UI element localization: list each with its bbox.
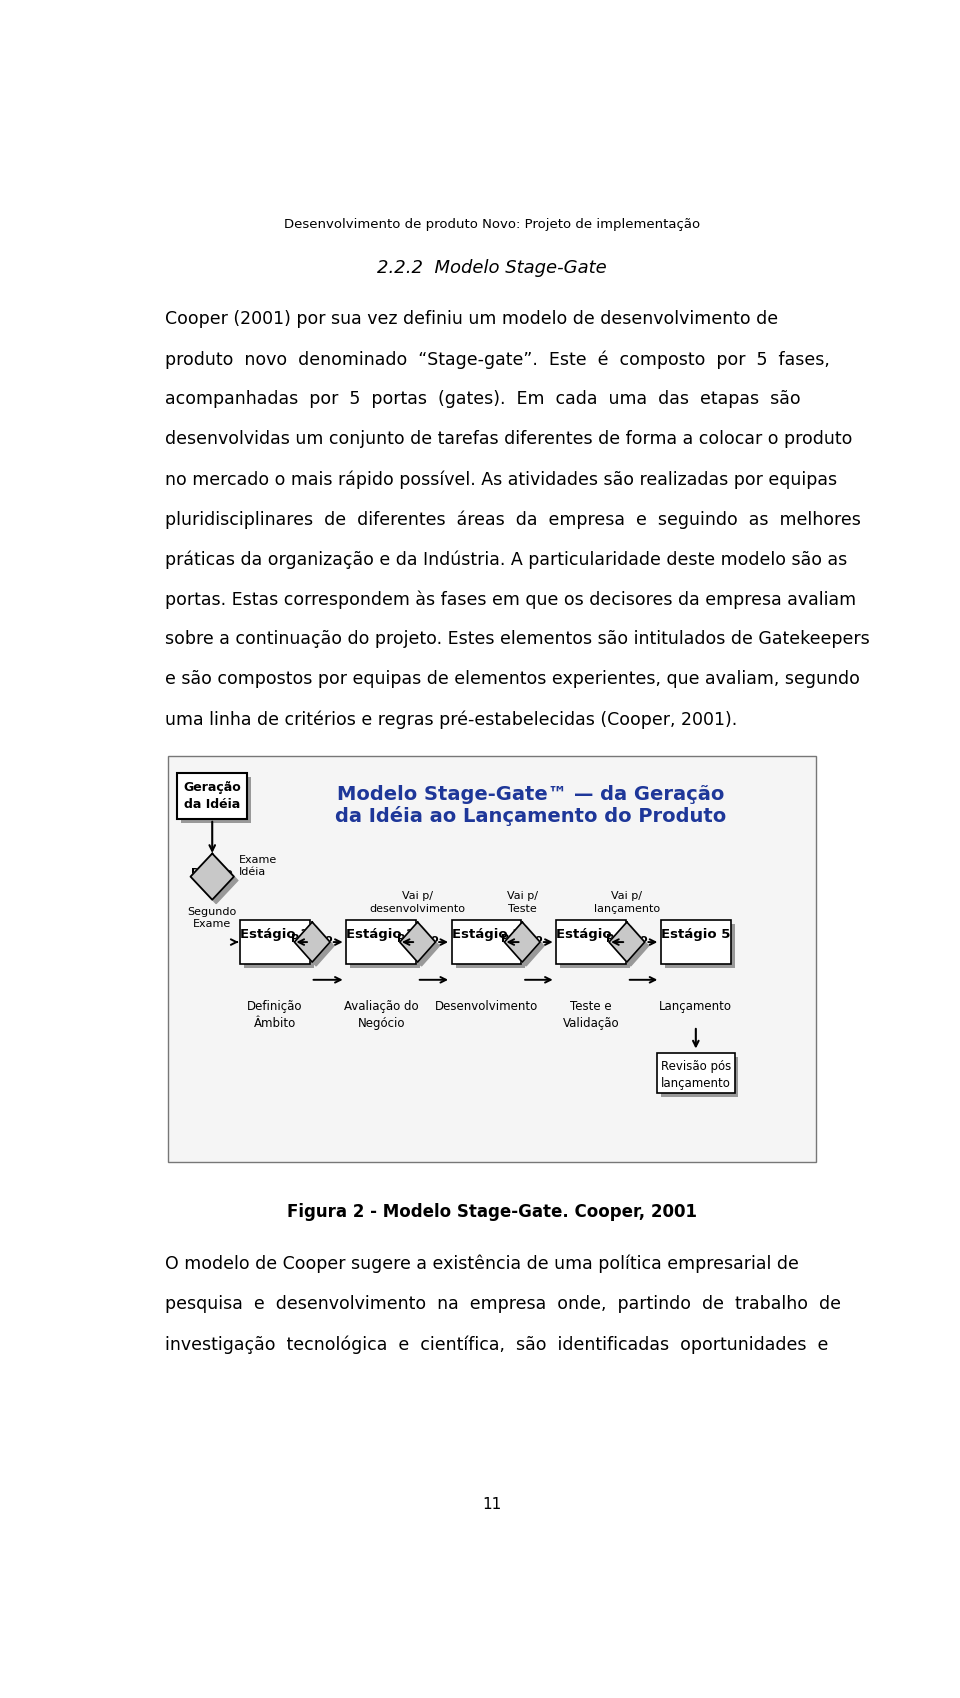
Text: uma linha de critérios e regras pré-estabelecidas (Cooper, 2001).: uma linha de critérios e regras pré-esta… <box>165 710 737 728</box>
Text: sobre a continuação do projeto. Estes elementos são intitulados de Gatekeepers: sobre a continuação do projeto. Estes el… <box>165 630 870 649</box>
Polygon shape <box>295 922 330 963</box>
Text: Lançamento: Lançamento <box>660 1000 732 1012</box>
Bar <box>244 924 314 968</box>
Text: Vai p/
Teste: Vai p/ Teste <box>507 891 538 914</box>
Bar <box>456 924 525 968</box>
Text: 11: 11 <box>482 1496 502 1511</box>
Text: Estágio 3: Estágio 3 <box>452 927 521 941</box>
Text: no mercado o mais rápido possível. As atividades são realizadas por equipas: no mercado o mais rápido possível. As at… <box>165 470 837 489</box>
Bar <box>350 924 420 968</box>
Text: Desenvolvimento de produto Novo: Projeto de implementação: Desenvolvimento de produto Novo: Projeto… <box>284 217 700 231</box>
Text: acompanhadas  por  5  portas  (gates).  Em  cada  uma  das  etapas  são: acompanhadas por 5 portas (gates). Em ca… <box>165 391 801 408</box>
Text: produto  novo  denominado  “Stage-gate”.  Este  é  composto  por  5  fases,: produto novo denominado “Stage-gate”. Es… <box>165 350 829 368</box>
Bar <box>178 773 247 820</box>
Bar <box>168 756 816 1161</box>
Text: Segundo
Exame: Segundo Exame <box>187 907 237 929</box>
Bar <box>665 924 734 968</box>
Text: pluridisciplinares  de  diferentes  áreas  da  empresa  e  seguindo  as  melhore: pluridisciplinares de diferentes áreas d… <box>165 509 861 528</box>
Text: Revisão pós
lançamento: Revisão pós lançamento <box>660 1060 731 1090</box>
Bar <box>240 920 310 964</box>
Bar <box>347 920 416 964</box>
Text: Portão
2: Portão 2 <box>292 934 333 956</box>
Text: Vai p/
desenvolvimento: Vai p/ desenvolvimento <box>370 891 466 914</box>
Text: O modelo de Cooper sugere a existência de uma política empresarial de: O modelo de Cooper sugere a existência d… <box>165 1255 799 1274</box>
Bar <box>660 1058 738 1097</box>
Text: Estágio 5: Estágio 5 <box>661 927 731 941</box>
Polygon shape <box>612 927 649 966</box>
Polygon shape <box>190 854 234 900</box>
Polygon shape <box>609 922 645 963</box>
Text: Avaliação do
Negócio: Avaliação do Negócio <box>344 1000 419 1029</box>
Polygon shape <box>194 857 238 903</box>
Bar <box>557 920 626 964</box>
Bar <box>181 778 251 824</box>
Text: Vai p/
lançamento: Vai p/ lançamento <box>594 891 660 914</box>
Text: 2.2.2  Modelo Stage-Gate: 2.2.2 Modelo Stage-Gate <box>377 260 607 277</box>
Text: pesquisa  e  desenvolvimento  na  empresa  onde,  partindo  de  trabalho  de: pesquisa e desenvolvimento na empresa on… <box>165 1294 841 1313</box>
Polygon shape <box>504 922 540 963</box>
Polygon shape <box>399 922 436 963</box>
Text: Exame
Idéia: Exame Idéia <box>239 854 276 876</box>
Text: práticas da organização e da Indústria. A particularidade deste modelo são as: práticas da organização e da Indústria. … <box>165 550 848 569</box>
Bar <box>657 1053 734 1094</box>
Polygon shape <box>403 927 440 966</box>
Text: Teste e
Validação: Teste e Validação <box>563 1000 619 1029</box>
Text: Portão
1: Portão 1 <box>191 868 233 890</box>
Bar <box>452 920 521 964</box>
Text: Figura 2 - Modelo Stage-Gate. Cooper, 2001: Figura 2 - Modelo Stage-Gate. Cooper, 20… <box>287 1202 697 1219</box>
Text: investigação  tecnológica  e  científica,  são  identificadas  oportunidades  e: investigação tecnológica e científica, s… <box>165 1335 828 1353</box>
Text: da Idéia ao Lançamento do Produto: da Idéia ao Lançamento do Produto <box>335 805 727 825</box>
Text: portas. Estas correspondem às fases em que os decisores da empresa avaliam: portas. Estas correspondem às fases em q… <box>165 591 856 608</box>
Text: Portão
5: Portão 5 <box>606 934 648 956</box>
Text: Estágio 4: Estágio 4 <box>557 927 626 941</box>
Text: Desenvolvimento: Desenvolvimento <box>435 1000 539 1012</box>
Bar <box>660 920 731 964</box>
Text: Cooper (2001) por sua vez definiu um modelo de desenvolvimento de: Cooper (2001) por sua vez definiu um mod… <box>165 311 778 328</box>
Text: Modelo Stage-Gate™ — da Geração: Modelo Stage-Gate™ — da Geração <box>337 784 725 803</box>
Text: Estágio 1: Estágio 1 <box>240 927 310 941</box>
Text: Geração
da Idéia: Geração da Idéia <box>183 781 241 812</box>
Text: Portão
4: Portão 4 <box>501 934 543 956</box>
Polygon shape <box>508 927 544 966</box>
Text: e são compostos por equipas de elementos experientes, que avaliam, segundo: e são compostos por equipas de elementos… <box>165 671 860 688</box>
Text: Estágio 2: Estágio 2 <box>347 927 416 941</box>
Text: desenvolvidas um conjunto de tarefas diferentes de forma a colocar o produto: desenvolvidas um conjunto de tarefas dif… <box>165 430 852 448</box>
Polygon shape <box>299 927 334 966</box>
Text: Definição
Âmbito: Definição Âmbito <box>248 1000 302 1029</box>
Text: Portão
3: Portão 3 <box>396 934 439 956</box>
Bar <box>561 924 630 968</box>
